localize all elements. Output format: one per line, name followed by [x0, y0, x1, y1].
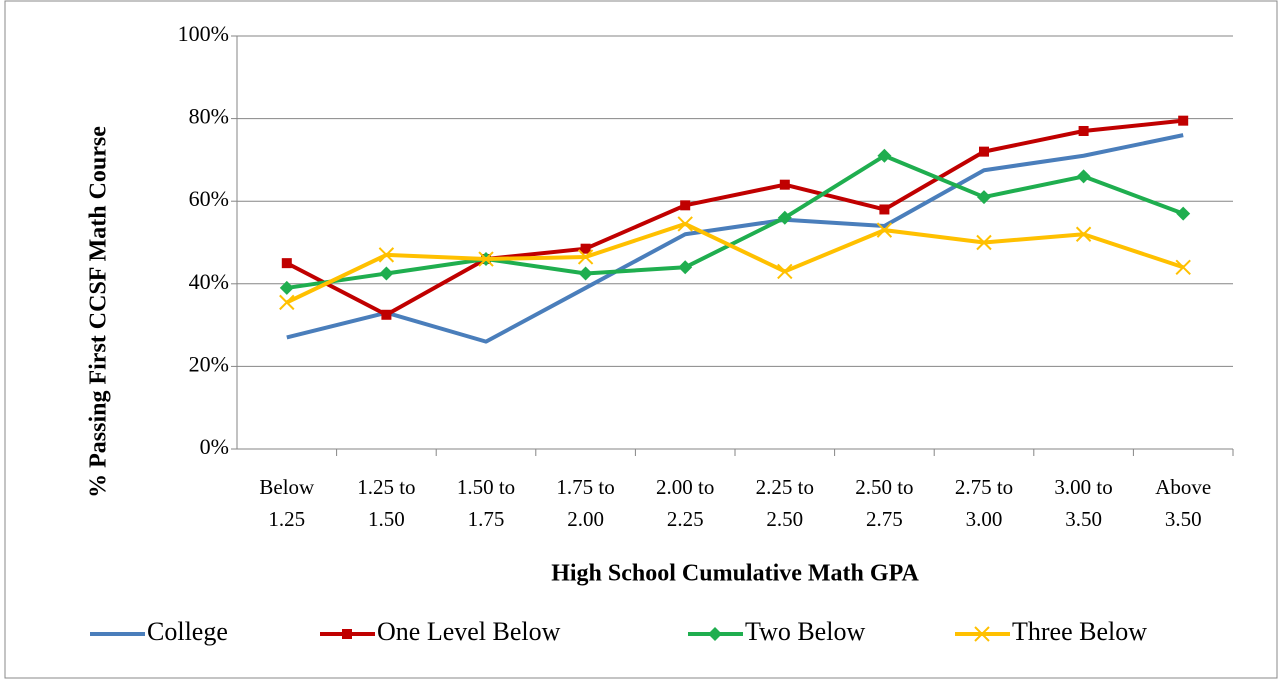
- legend-label: Two Below: [745, 617, 865, 646]
- legend-marker: [974, 626, 990, 642]
- data-point: [580, 243, 591, 254]
- y-axis-title: % Passing First CCSF Math Course: [86, 126, 112, 498]
- x-tick-label: 3.00 to 3.50: [1054, 475, 1112, 531]
- chart-frame: [4, 0, 1278, 679]
- data-point: [381, 309, 392, 320]
- data-point: [1078, 125, 1089, 136]
- legend-label: One Level Below: [377, 617, 561, 646]
- y-tick-label: 0%: [200, 434, 229, 459]
- data-point: [1075, 226, 1092, 242]
- data-point: [977, 190, 991, 205]
- data-point: [777, 210, 792, 225]
- series-line: [286, 133, 1184, 344]
- data-point: [777, 263, 793, 280]
- data-point: [578, 266, 593, 281]
- x-tick-label: 2.25 to 2.50: [756, 475, 814, 531]
- series-line: [285, 118, 1184, 317]
- data-point: [779, 179, 790, 190]
- x-tick-label: Above 3.50: [1155, 475, 1211, 531]
- data-point: [378, 247, 395, 263]
- data-point: [879, 204, 890, 215]
- data-point: [1076, 169, 1091, 184]
- legend-marker: [708, 627, 722, 641]
- x-tick-label: Below 1.25: [259, 475, 315, 531]
- x-tick-label: 1.50 to 1.75: [457, 475, 515, 531]
- data-point: [877, 148, 892, 163]
- data-point: [677, 216, 693, 232]
- legend-label: Three Below: [1012, 617, 1147, 646]
- x-axis-title: High School Cumulative Math GPA: [551, 561, 919, 587]
- data-point: [1175, 259, 1191, 275]
- x-tick-label: 2.75 to 3.00: [955, 475, 1013, 531]
- y-tick-label: 20%: [189, 351, 229, 376]
- y-tick-label: 80%: [189, 104, 229, 129]
- data-point: [577, 249, 594, 265]
- data-point: [1178, 115, 1189, 126]
- data-point: [379, 266, 394, 281]
- legend-marker: [342, 629, 352, 639]
- data-point: [279, 294, 295, 311]
- data-point: [979, 146, 989, 157]
- y-tick-label: 100%: [178, 21, 229, 46]
- series-line: [286, 153, 1184, 290]
- x-tick-label: 2.00 to 2.25: [656, 475, 714, 531]
- data-point: [680, 200, 691, 211]
- x-tick-label: 1.25 to 1.50: [357, 475, 415, 531]
- data-point: [976, 234, 992, 251]
- y-tick-label: 60%: [189, 186, 229, 211]
- x-tick-label: 1.75 to 2.00: [556, 475, 614, 531]
- data-point: [478, 251, 494, 267]
- legend-label: College: [147, 617, 228, 646]
- data-point: [1176, 206, 1191, 221]
- data-point: [281, 258, 292, 269]
- y-tick-label: 40%: [189, 269, 229, 294]
- data-point: [279, 280, 294, 295]
- series-line: [285, 221, 1184, 305]
- data-point: [678, 260, 693, 275]
- x-tick-label: 2.50 to 2.75: [855, 475, 913, 531]
- data-point: [876, 222, 893, 238]
